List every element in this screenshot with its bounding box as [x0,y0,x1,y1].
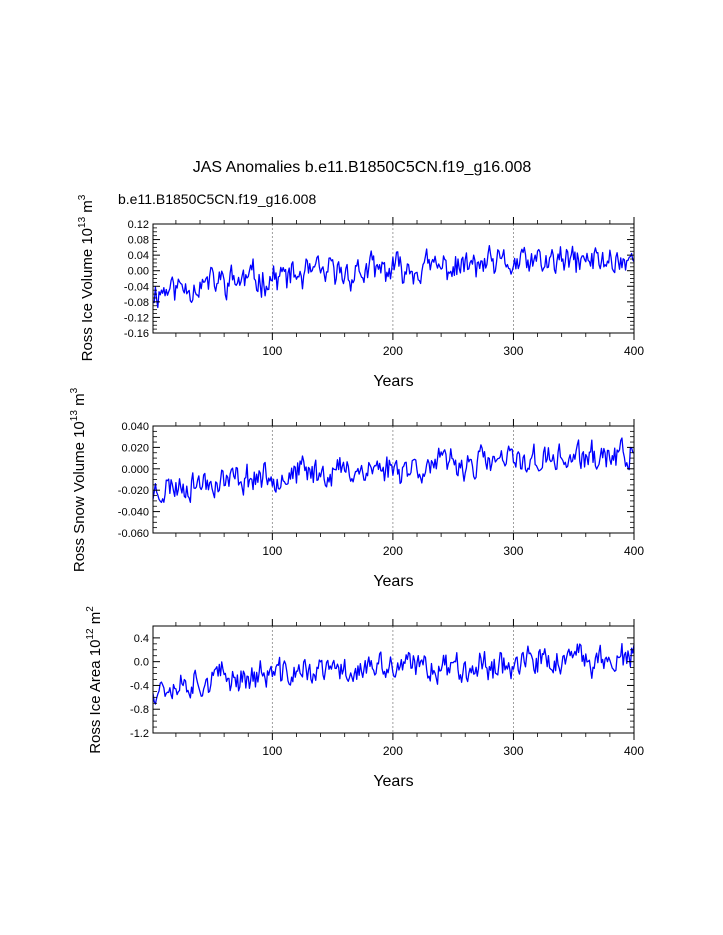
y-tick-label: -0.4 [130,680,149,692]
x-tick-label: 400 [624,344,644,358]
figure-subtitle: b.e11.B1850C5CN.f19_g16.008 [118,191,316,207]
y-tick-label: -0.040 [118,507,149,519]
series-line-1 [152,643,635,705]
x-tick-label: 200 [383,544,403,558]
x-tick-label: 400 [624,544,644,558]
x-axis-label: Years [373,773,413,790]
series-line-1 [152,437,635,504]
y-tick-label: 0.04 [128,250,149,262]
y-tick-label: -1.2 [130,728,149,740]
plot-frame [152,625,635,734]
y-axis-label: Ross Ice Volume 1013 m3 [77,194,96,361]
y-tick-label: 0.0 [134,657,149,669]
panel-3: -1.2 -0.8 -0.4 0.0 0.4 100 200 300 400 Years Ross … [85,606,644,790]
y-tick-label: -0.08 [124,297,149,309]
x-tick-label: 300 [503,544,523,558]
x-tick-label: 300 [503,344,523,358]
x-tick-label: 400 [624,744,644,758]
x-tick-label: 200 [383,344,403,358]
y-tick-label: -0.060 [118,528,149,540]
y-tick-label: -0.04 [124,281,149,293]
figure-title: JAS Anomalies b.e11.B1850C5CN.f19_g16.00… [193,159,532,176]
x-tick-label: 200 [383,744,403,758]
y-tick-label: 0.08 [128,235,149,247]
panel-1: -0.16 -0.12 -0.08 -0.04 0.00 0.04 0.08 0.12 100 2… [77,194,644,390]
y-tick-label: -0.12 [124,312,149,324]
x-tick-label: 300 [503,744,523,758]
x-tick-label: 100 [262,344,282,358]
panel-2: -0.060 -0.040 -0.020 0.000 0.020 0.040 100 200 3… [69,387,644,590]
y-tick-label: 0.00 [128,266,149,278]
y-tick-label: 0.000 [121,464,149,476]
x-tick-label: 100 [262,744,282,758]
y-tick-label: 0.12 [128,219,149,231]
y-tick-label: -0.8 [130,704,149,716]
y-tick-label: 0.040 [121,421,149,433]
y-tick-label: 0.020 [121,442,149,454]
plot-frame [152,223,635,334]
y-tick-label: -0.16 [124,328,149,340]
x-axis-label: Years [373,573,413,590]
y-tick-label: 0.4 [134,633,149,645]
x-tick-label: 100 [262,544,282,558]
y-axis-label: Ross Snow Volume 1013 m3 [69,387,88,572]
y-tick-label: -0.020 [118,485,149,497]
series-line-1 [152,244,635,309]
plot-frame [152,425,635,534]
y-axis-label: Ross Ice Area 1012 m2 [85,606,104,754]
x-axis-label: Years [373,373,413,390]
